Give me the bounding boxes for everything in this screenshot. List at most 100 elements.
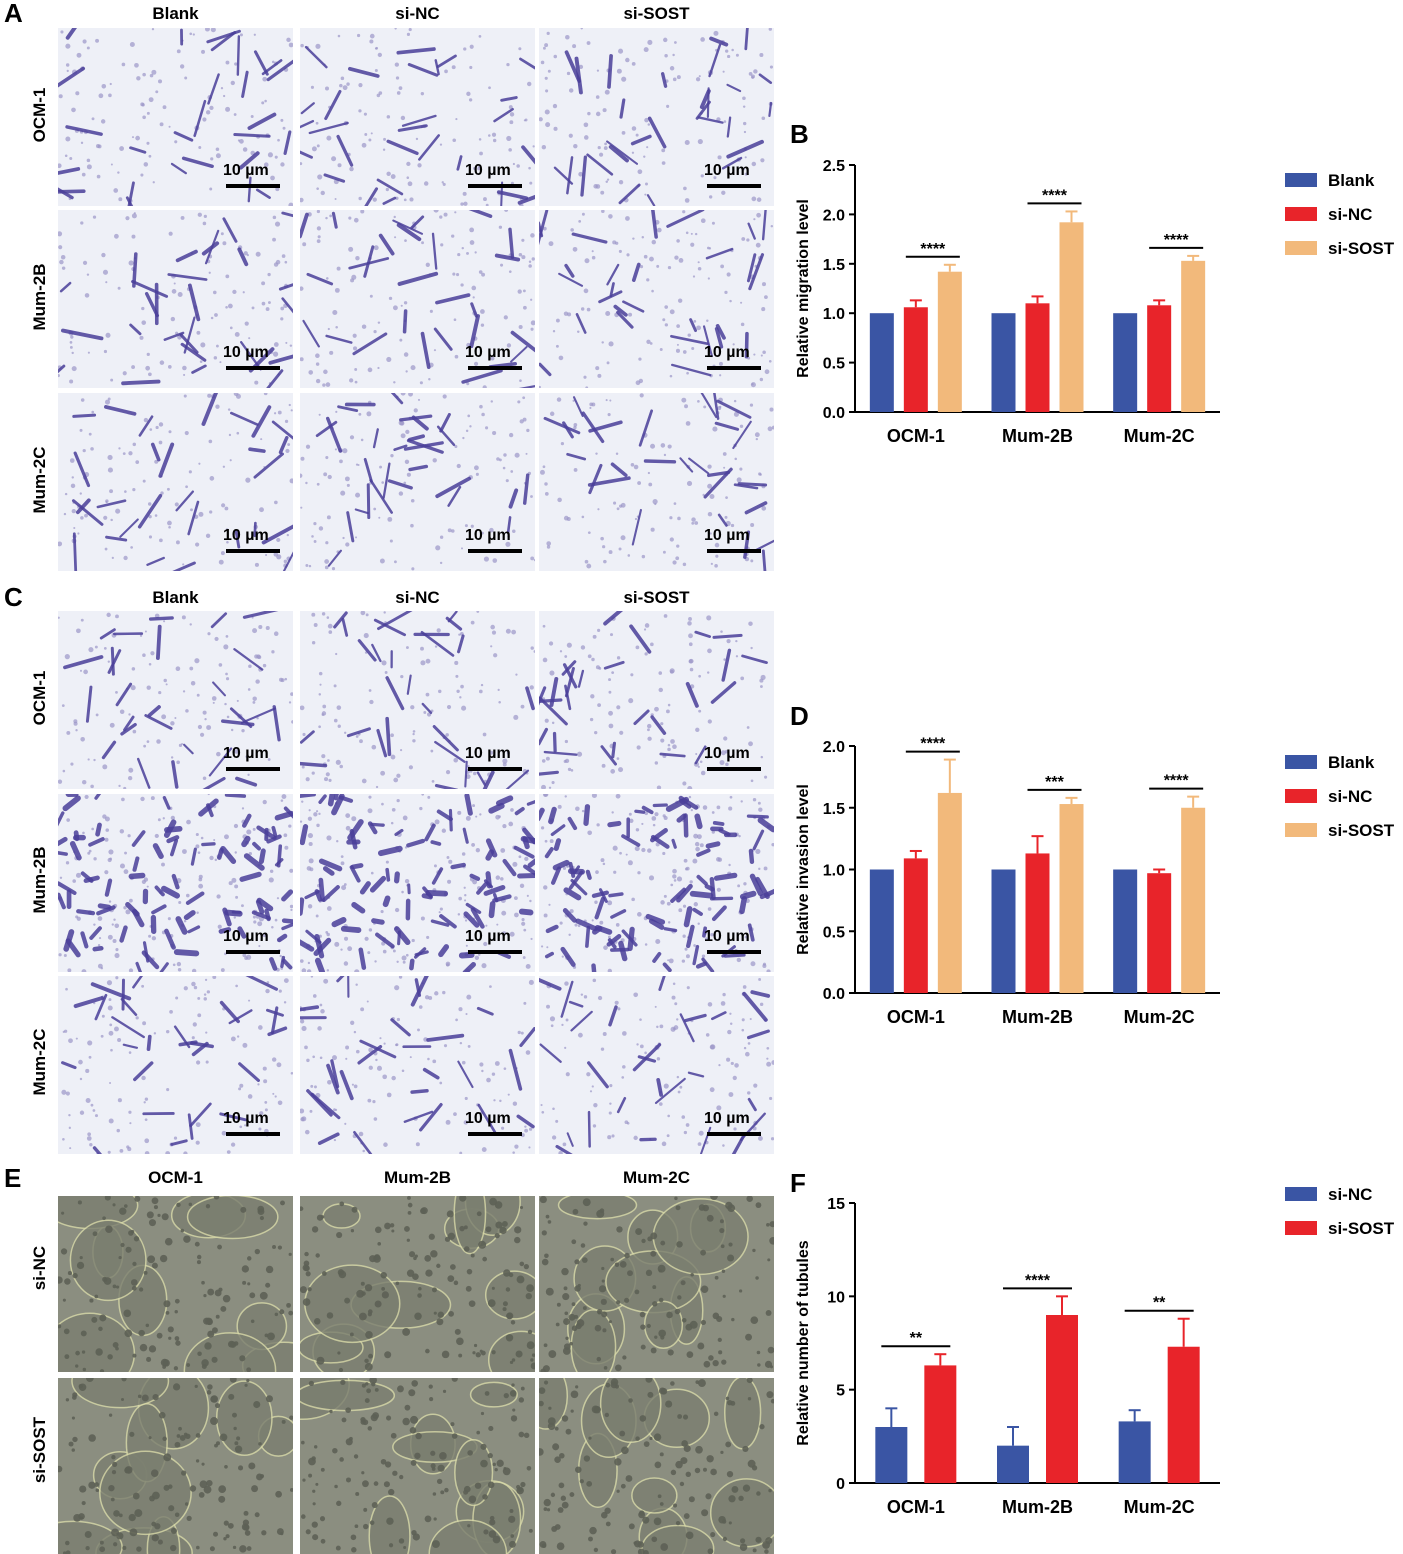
x-tick-label: Mum-2C (1124, 1007, 1195, 1027)
column-header-mum-2b: Mum-2B (383, 1168, 452, 1187)
y-tick-label: 2.0 (823, 207, 845, 224)
legend-swatch (1285, 789, 1317, 803)
y-axis-label: Relative number of tubules (795, 1240, 812, 1445)
significance-label: **** (920, 241, 946, 258)
legend-swatch (1285, 207, 1317, 221)
bar (869, 313, 894, 412)
bar (1113, 869, 1138, 993)
bar (991, 313, 1016, 412)
scale-bar-label: 10 µm (223, 527, 269, 544)
legend-swatch (1285, 823, 1317, 837)
scale-bar (226, 366, 280, 370)
micrograph-image (58, 210, 293, 388)
y-tick-label: 2.0 (823, 739, 845, 756)
scale-bar-label: 10 µm (465, 162, 511, 179)
micrograph-image (300, 1196, 535, 1372)
bar (937, 792, 962, 993)
y-tick-label: 1.5 (823, 801, 845, 818)
bar (1167, 1346, 1200, 1483)
x-tick-label: Mum-2B (1002, 1007, 1073, 1027)
significance-label: **** (1164, 232, 1190, 249)
bar (903, 307, 928, 412)
column-header-mum-2c: Mum-2C (622, 1168, 691, 1187)
legend-swatch (1285, 241, 1317, 255)
column-header-si-sost: si-SOST (623, 4, 690, 23)
bar (1059, 222, 1084, 412)
y-tick-label: 1.0 (823, 306, 845, 323)
y-tick-label: 10 (827, 1289, 845, 1306)
bar (869, 869, 894, 993)
legend-swatch (1285, 1187, 1317, 1201)
micrograph-image (300, 976, 535, 1154)
y-tick-label: 5 (836, 1383, 845, 1400)
bar (937, 271, 962, 412)
scale-bar (468, 1132, 522, 1136)
legend-swatch (1285, 755, 1317, 769)
y-axis-label: Relative invasion level (795, 784, 812, 955)
scale-bar (707, 184, 761, 188)
micrograph-image (539, 611, 774, 789)
micrograph-image (539, 1378, 774, 1554)
row-header-ocm-1: OCM-1 (30, 670, 49, 726)
bar (1147, 305, 1172, 412)
column-header-ocm-1: OCM-1 (148, 1168, 203, 1187)
scale-bar-label: 10 µm (704, 928, 750, 945)
bar (1025, 303, 1050, 412)
scale-bar (468, 366, 522, 370)
bar (924, 1365, 957, 1483)
legend-label: Blank (1328, 753, 1375, 772)
y-tick-label: 0 (836, 1476, 845, 1493)
significance-label: *** (1045, 774, 1064, 791)
scale-bar-label: 10 µm (465, 344, 511, 361)
scale-bar (468, 767, 522, 771)
column-header-si-sost: si-SOST (623, 588, 690, 607)
scale-bar (707, 1132, 761, 1136)
bar (997, 1445, 1029, 1483)
legend-label: si-SOST (1328, 239, 1395, 258)
scale-bar (707, 366, 761, 370)
row-header-mum-2b: Mum-2B (30, 263, 49, 331)
legend-label: si-NC (1328, 205, 1372, 224)
scale-bar-label: 10 µm (223, 1110, 269, 1127)
column-header-blank: Blank (152, 588, 199, 607)
scale-bar-label: 10 µm (704, 344, 750, 361)
x-tick-label: Mum-2B (1002, 1497, 1073, 1517)
bar (903, 858, 928, 993)
x-tick-label: Mum-2C (1124, 1497, 1195, 1517)
scale-bar (226, 184, 280, 188)
micrograph-image (539, 28, 774, 206)
bar (1118, 1421, 1151, 1483)
x-tick-label: OCM-1 (887, 1497, 945, 1517)
micrograph-image (300, 1378, 535, 1554)
micrograph-image (300, 794, 535, 972)
micrograph-image (539, 794, 774, 972)
legend-swatch (1285, 1221, 1317, 1235)
y-axis-label: Relative migration level (795, 199, 812, 378)
panel-letter-a: A (4, 0, 23, 28)
scale-bar-label: 10 µm (465, 527, 511, 544)
column-header-si-nc: si-NC (395, 4, 440, 23)
legend-label: si-SOST (1328, 1219, 1395, 1238)
scale-bar (707, 549, 761, 553)
legend-label: si-NC (1328, 787, 1372, 806)
micrograph-image (300, 611, 535, 789)
bar (991, 869, 1016, 993)
migration-bar-chart: 0.0 0.5 1.0 1.5 2.0 2.5 Relative migration lev… (790, 119, 1395, 446)
invasion-bar-chart: 0.0 0.5 1.0 1.5 2.0 Relative invasion level **… (790, 701, 1395, 1027)
panel-letter-c: C (4, 582, 23, 612)
micrograph-image (58, 794, 293, 972)
x-tick-label: OCM-1 (887, 1007, 945, 1027)
bar (1059, 804, 1084, 993)
row-header-ocm-1: OCM-1 (30, 87, 49, 143)
micrograph-image (539, 1196, 774, 1372)
scale-bar (468, 950, 522, 954)
scale-bar-label: 10 µm (704, 162, 750, 179)
micrograph-image (300, 28, 535, 206)
micrograph-image (58, 1196, 293, 1372)
row-header-mum-2c: Mum-2C (30, 1028, 49, 1096)
y-tick-label: 0.5 (823, 924, 845, 941)
micrograph-image (58, 1378, 293, 1554)
y-tick-label: 1.0 (823, 863, 845, 880)
scale-bar-label: 10 µm (223, 745, 269, 762)
row-header-mum-2c: Mum-2C (30, 446, 49, 514)
